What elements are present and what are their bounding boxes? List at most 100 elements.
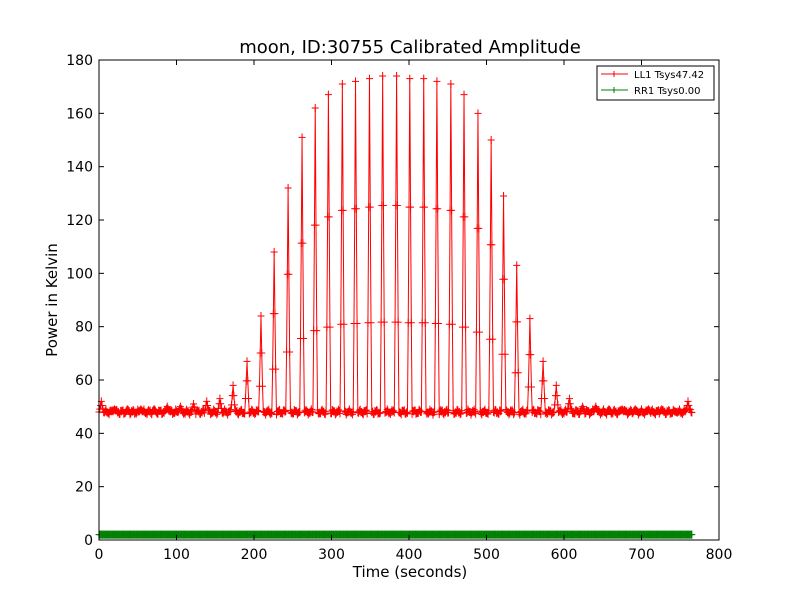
y-tick-label: 140 xyxy=(66,160,93,176)
data-point-marker xyxy=(365,74,373,83)
data-point-marker xyxy=(579,404,587,413)
data-point-marker xyxy=(280,406,288,415)
data-point-marker xyxy=(472,409,480,418)
data-point-marker xyxy=(352,77,360,86)
data-point-marker xyxy=(565,394,573,403)
data-point-marker xyxy=(434,319,442,328)
data-point-marker xyxy=(447,80,455,88)
data-point-marker xyxy=(489,335,497,344)
x-axis-label: Time (seconds) xyxy=(352,563,468,581)
data-point-marker xyxy=(322,407,330,416)
data-point-marker xyxy=(230,391,238,400)
data-point-marker xyxy=(366,203,374,212)
data-point-marker xyxy=(270,248,278,256)
data-point-marker xyxy=(271,309,279,318)
data-point-marker xyxy=(461,212,469,221)
data-point-marker xyxy=(244,376,252,385)
data-point-marker xyxy=(474,109,482,118)
data-point-marker xyxy=(393,72,401,80)
data-point-marker xyxy=(203,397,211,406)
legend-label-rr1: RR1 Tsys0.00 xyxy=(634,86,701,97)
data-point-marker xyxy=(266,409,274,418)
y-tick-label: 120 xyxy=(66,213,93,229)
plot-area: 0 100 200 300 400 500 600 700 800 0 20 40 60 80 100 120… xyxy=(66,53,732,563)
data-point-marker xyxy=(285,270,293,279)
data-point-marker xyxy=(294,408,302,417)
series-layer xyxy=(95,72,696,539)
data-point-marker xyxy=(267,408,275,417)
data-point-marker xyxy=(326,323,334,332)
legend-marker-rr1 xyxy=(611,87,617,93)
data-point-marker xyxy=(324,90,332,99)
data-point-marker xyxy=(311,104,319,112)
data-point-marker xyxy=(259,382,267,391)
data-point-marker xyxy=(336,409,344,418)
data-point-marker xyxy=(513,261,521,270)
data-point-marker xyxy=(299,239,307,248)
data-point-marker xyxy=(213,410,221,419)
data-point-marker xyxy=(407,318,415,327)
data-point-marker xyxy=(200,408,208,417)
y-tick-label: 80 xyxy=(75,320,93,336)
y-axis-label: Power in Kelvin xyxy=(43,243,61,357)
data-point-marker xyxy=(379,72,387,80)
data-point-marker xyxy=(284,184,292,192)
data-point-marker xyxy=(603,410,611,419)
data-point-marker xyxy=(688,530,696,539)
ticks-layer: 0 100 200 300 400 500 600 700 800 0 20 40 60 80 100 120… xyxy=(66,53,732,563)
data-point-marker xyxy=(340,320,348,329)
x-tick-label: 200 xyxy=(241,547,268,563)
data-point-marker xyxy=(226,407,234,416)
data-point-marker xyxy=(334,405,342,414)
data-point-marker xyxy=(592,402,600,411)
data-point-marker xyxy=(421,203,428,212)
data-point-marker xyxy=(523,406,531,415)
data-point-marker xyxy=(239,408,247,417)
data-point-marker xyxy=(243,357,251,366)
legend: LL1 Tsys47.42 RR1 Tsys0.00 xyxy=(596,65,715,101)
data-point-marker xyxy=(445,408,453,417)
data-point-marker xyxy=(348,408,356,417)
data-point-marker xyxy=(187,407,195,416)
data-point-marker xyxy=(254,406,262,415)
data-point-marker xyxy=(448,206,456,215)
x-tick-label: 0 xyxy=(95,547,104,563)
data-point-marker xyxy=(376,409,384,418)
data-point-marker xyxy=(286,348,294,357)
data-point-marker xyxy=(389,407,397,416)
data-point-marker xyxy=(527,350,535,359)
data-point-marker xyxy=(430,408,438,417)
data-point-marker xyxy=(476,328,484,337)
data-point-marker xyxy=(579,402,587,411)
data-point-marker xyxy=(379,201,387,210)
data-point-marker xyxy=(349,407,357,416)
data-point-marker xyxy=(257,312,265,320)
data-point-marker xyxy=(231,400,239,409)
data-point-marker xyxy=(682,406,690,415)
data-point-marker xyxy=(281,407,289,416)
data-point-marker xyxy=(407,203,415,212)
data-point-marker xyxy=(537,410,545,419)
data-point-marker xyxy=(549,408,557,417)
data-point-marker xyxy=(434,204,442,213)
data-point-marker xyxy=(393,201,401,210)
data-point-marker xyxy=(471,407,479,416)
data-point-marker xyxy=(300,334,308,343)
data-point-marker xyxy=(567,404,575,413)
legend-label-ll1: LL1 Tsys47.42 xyxy=(634,70,704,81)
data-point-marker xyxy=(403,408,411,417)
data-point-marker xyxy=(514,317,521,326)
data-point-marker xyxy=(217,399,225,408)
data-point-marker xyxy=(527,383,535,392)
data-point-marker xyxy=(500,192,508,200)
data-point-marker xyxy=(554,400,562,409)
legend-marker-ll1 xyxy=(611,71,617,77)
y-tick-label: 20 xyxy=(75,480,93,496)
legend-box xyxy=(596,65,715,101)
data-point-marker xyxy=(394,318,402,327)
data-point-marker xyxy=(406,74,414,83)
data-point-marker xyxy=(500,275,508,284)
data-point-marker xyxy=(229,381,237,390)
data-point-marker xyxy=(566,399,574,408)
data-point-marker xyxy=(421,318,429,327)
